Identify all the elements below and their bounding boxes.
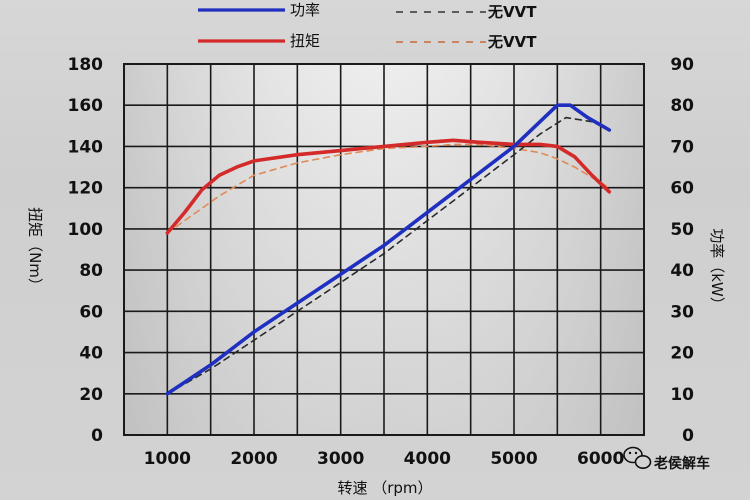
- wechat-icon: [623, 446, 652, 469]
- y-left-tick-label: 0: [91, 426, 103, 446]
- y-right-tick-label: 80: [670, 96, 694, 116]
- legend: 功率 无VVT 扭矩 无VVT: [198, 1, 537, 51]
- series-line: [166, 143, 611, 234]
- legend-label-power-ref: 无VVT: [487, 3, 537, 21]
- plot-frame: [123, 63, 645, 436]
- watermark-text: 老侯解车: [654, 455, 710, 472]
- y-right-tick-label: 50: [670, 220, 694, 240]
- legend-label-power: 功率: [290, 1, 320, 19]
- x-tick-label: 5000: [490, 449, 537, 469]
- y-right-tick-label: 20: [670, 344, 694, 364]
- grid-lines: [124, 64, 644, 435]
- y-right-tick-label: 60: [670, 179, 694, 199]
- series-line: [165, 138, 612, 235]
- series-line: [166, 116, 611, 395]
- y-left-tick-label: 20: [79, 385, 103, 405]
- y-left-tick-label: 40: [79, 344, 103, 364]
- y-left-tick-label: 160: [68, 96, 104, 116]
- y-right-axis-title: 功率（kW）: [708, 228, 726, 312]
- y-right-tick-label: 40: [670, 261, 694, 281]
- y-left-tick-label: 100: [68, 220, 104, 240]
- tick-labels: 1000 2000 3000 4000 5000 60000204060801001201…: [68, 55, 695, 469]
- y-right-tick-label: 10: [670, 385, 694, 405]
- y-left-tick-label: 60: [79, 302, 103, 322]
- y-left-tick-label: 140: [68, 137, 104, 157]
- y-left-tick-label: 180: [68, 55, 104, 75]
- y-right-tick-label: 70: [670, 137, 694, 157]
- x-axis-title: 转速 （rpm）: [337, 479, 432, 497]
- x-tick-label: 1000: [144, 449, 191, 469]
- y-right-tick-label: 30: [670, 302, 694, 322]
- y-right-tick-label: 90: [670, 55, 694, 75]
- watermark: 老侯解车: [623, 446, 710, 472]
- y-right-tick-label: 0: [682, 426, 694, 446]
- x-tick-label: 4000: [404, 449, 451, 469]
- series-layer: [165, 103, 612, 396]
- x-tick-label: 6000: [577, 449, 624, 469]
- legend-label-torque: 扭矩: [290, 32, 320, 50]
- legend-label-torque-ref: 无VVT: [487, 33, 537, 51]
- y-left-tick-label: 80: [79, 261, 103, 281]
- x-tick-label: 3000: [317, 449, 364, 469]
- y-left-axis-title: 扭矩（Nm）: [26, 207, 44, 293]
- series-line: [165, 103, 612, 396]
- x-tick-label: 2000: [230, 449, 277, 469]
- y-left-tick-label: 120: [68, 179, 104, 199]
